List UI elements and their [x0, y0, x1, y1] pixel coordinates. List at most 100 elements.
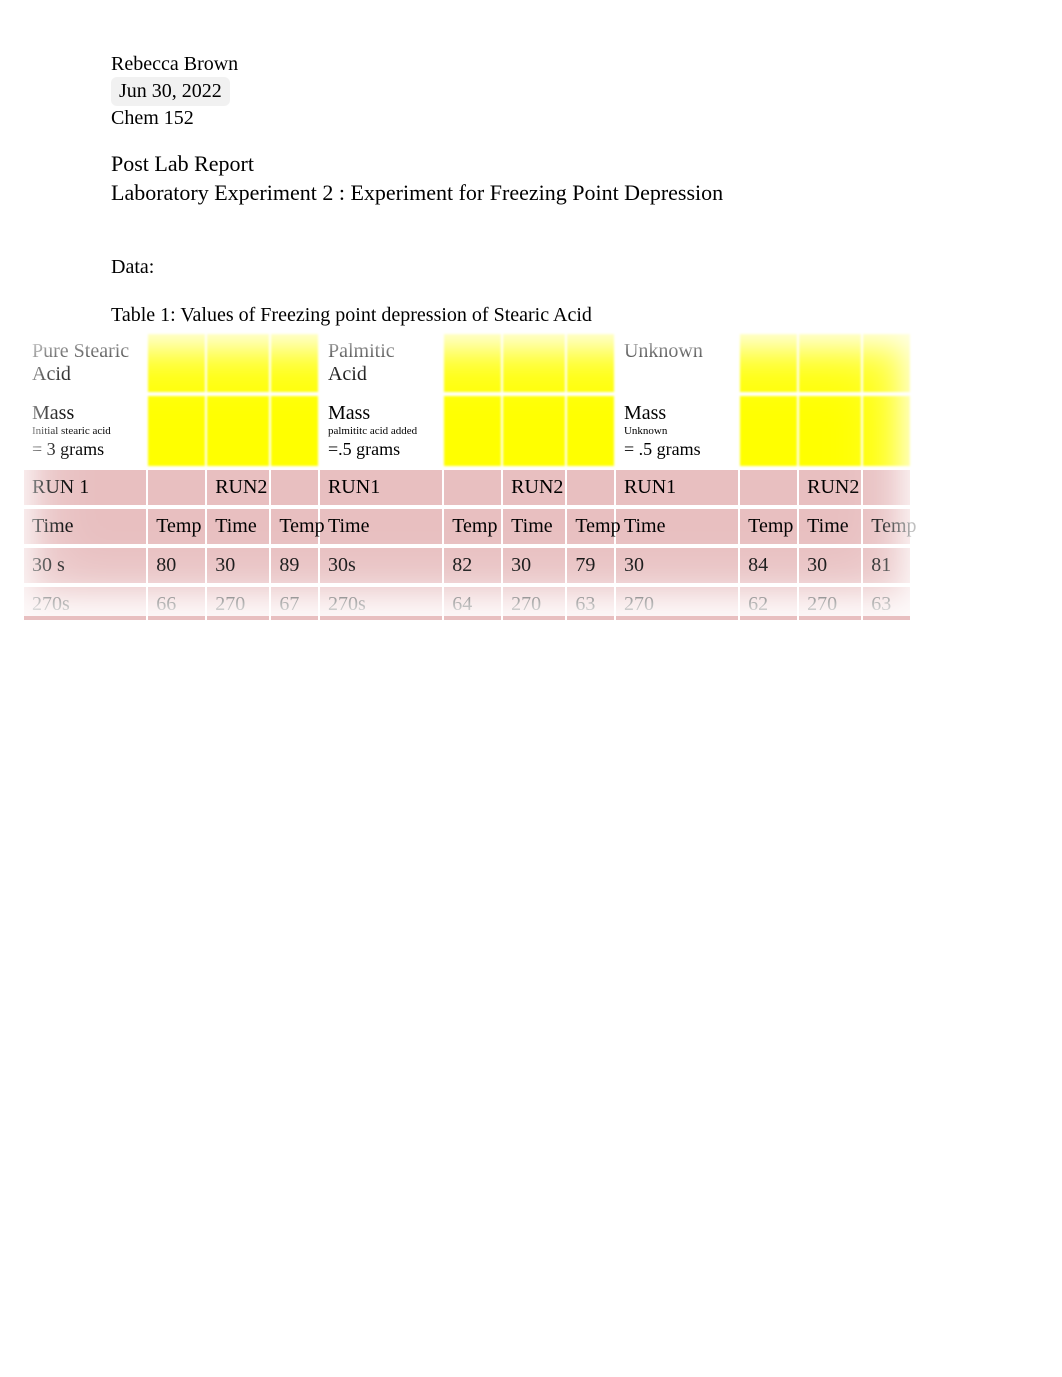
yellow-cell [567, 396, 614, 466]
col-header-temp: Temp [444, 509, 501, 544]
data-cell: 67 [271, 587, 318, 622]
document-date: Jun 30, 2022 [111, 77, 230, 106]
data-cell: 84 [740, 548, 797, 583]
yellow-cell [799, 396, 861, 466]
data-cell: 64 [444, 587, 501, 622]
mass-value: =.5 grams [328, 439, 434, 460]
data-cell: 62 [740, 587, 797, 622]
data-cell: 66 [148, 587, 205, 622]
mass-cell-stearic: Mass Initial stearic acid = 3 grams [24, 396, 146, 466]
table-row: RUN 1 RUN2 RUN1 RUN2 RUN1 RUN2 [24, 470, 910, 505]
yellow-cell [148, 396, 205, 466]
data-cell: 81 [863, 548, 910, 583]
data-cell: 270 [799, 587, 861, 622]
yellow-cell [207, 396, 269, 466]
data-cell: 30 [616, 548, 738, 583]
run-label: RUN1 [616, 470, 738, 505]
mass-label: Mass [32, 402, 138, 425]
data-cell: 30 s [24, 548, 146, 583]
data-cell: 79 [567, 548, 614, 583]
document-header: Rebecca Brown Jun 30, 2022 Chem 152 [111, 52, 238, 131]
run-cell [567, 470, 614, 505]
run-cell [444, 470, 501, 505]
run-label: RUN2 [207, 470, 269, 505]
yellow-cell [799, 334, 861, 392]
course-name: Chem 152 [111, 106, 238, 131]
yellow-cell [271, 396, 318, 466]
mass-cell-unknown: Mass Unknown = .5 grams [616, 396, 738, 466]
col-header-temp: Temp [863, 509, 910, 544]
col-header-time: Time [320, 509, 442, 544]
yellow-cell [503, 334, 565, 392]
data-table-container: Pure Stearic Acid Palmitic Acid Unknown … [22, 330, 912, 626]
yellow-cell [503, 396, 565, 466]
run-label: RUN 1 [24, 470, 146, 505]
mass-sublabel: palmititc acid added [328, 425, 434, 439]
data-cell: 30s [320, 548, 442, 583]
yellow-cell [444, 396, 501, 466]
yellow-cell [207, 334, 269, 392]
col-header-temp: Temp [271, 509, 318, 544]
mass-cell-palmitic: Mass palmititc acid added =.5 grams [320, 396, 442, 466]
data-cell: 89 [271, 548, 318, 583]
col-header-time: Time [503, 509, 565, 544]
data-cell: 270 [207, 587, 269, 622]
table-row: Time Temp Time Temp Time Temp Time Temp … [24, 509, 910, 544]
table-caption: Table 1: Values of Freezing point depres… [111, 304, 592, 327]
yellow-cell [567, 334, 614, 392]
col-header-time: Time [24, 509, 146, 544]
col-header-temp: Temp [567, 509, 614, 544]
yellow-cell [271, 334, 318, 392]
table-row: 270s 66 270 67 270s 64 270 63 270 62 270… [24, 587, 910, 622]
data-cell: 270 [503, 587, 565, 622]
document-date-wrap: Jun 30, 2022 [111, 77, 238, 106]
data-cell: 82 [444, 548, 501, 583]
data-cell: 270 [616, 587, 738, 622]
data-cell: 30 [207, 548, 269, 583]
run-cell [148, 470, 205, 505]
author-name: Rebecca Brown [111, 52, 238, 77]
data-section-heading: Data: [111, 256, 154, 279]
yellow-cell [863, 334, 910, 392]
run-cell [271, 470, 318, 505]
mass-label: Mass [624, 402, 730, 425]
col-header-temp: Temp [740, 509, 797, 544]
data-cell: 30 [799, 548, 861, 583]
yellow-cell [740, 334, 797, 392]
data-table: Pure Stearic Acid Palmitic Acid Unknown … [22, 330, 912, 626]
mass-value: = .5 grams [624, 439, 730, 460]
page-lower-blank [0, 620, 1062, 1377]
table-row: 30 s 80 30 89 30s 82 30 79 30 84 30 81 [24, 548, 910, 583]
table-row: Mass Initial stearic acid = 3 grams Mass… [24, 396, 910, 466]
mass-label: Mass [328, 402, 434, 425]
section-header-palmitic: Palmitic Acid [320, 334, 442, 392]
yellow-cell [444, 334, 501, 392]
section-header-stearic: Pure Stearic Acid [24, 334, 146, 392]
section-header-unknown: Unknown [616, 334, 738, 392]
run-label: RUN2 [799, 470, 861, 505]
table-row: Pure Stearic Acid Palmitic Acid Unknown [24, 334, 910, 392]
col-header-temp: Temp [148, 509, 205, 544]
run-label: RUN2 [503, 470, 565, 505]
document-title-block: Post Lab Report Laboratory Experiment 2 … [111, 150, 723, 207]
report-type: Post Lab Report [111, 150, 723, 179]
yellow-cell [863, 396, 910, 466]
experiment-title: Laboratory Experiment 2 : Experiment for… [111, 179, 723, 208]
yellow-cell [740, 396, 797, 466]
col-header-time: Time [616, 509, 738, 544]
run-label: RUN1 [320, 470, 442, 505]
data-cell: 63 [567, 587, 614, 622]
run-cell [863, 470, 910, 505]
mass-sublabel: Initial stearic acid [32, 425, 138, 439]
col-header-time: Time [799, 509, 861, 544]
data-cell: 30 [503, 548, 565, 583]
data-cell: 270s [320, 587, 442, 622]
data-cell: 63 [863, 587, 910, 622]
data-cell: 270s [24, 587, 146, 622]
mass-value: = 3 grams [32, 439, 138, 460]
mass-sublabel: Unknown [624, 425, 730, 439]
data-cell: 80 [148, 548, 205, 583]
yellow-cell [148, 334, 205, 392]
col-header-time: Time [207, 509, 269, 544]
run-cell [740, 470, 797, 505]
